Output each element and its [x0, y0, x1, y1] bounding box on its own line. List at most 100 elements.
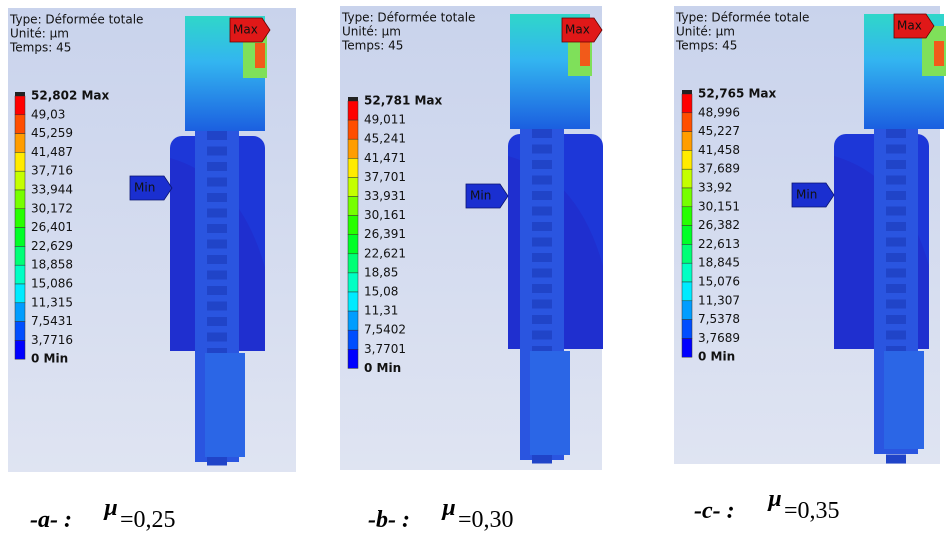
legend-band	[14, 133, 26, 153]
legend-label: 41,487	[31, 145, 73, 159]
legend-label: 26,382	[698, 218, 740, 232]
caption-label: -c- :	[694, 498, 735, 524]
caption-value: =0,35	[784, 498, 840, 524]
legend-band	[14, 302, 26, 322]
column-slot	[207, 456, 227, 466]
legend-label: 52,765 Max	[698, 87, 777, 101]
legend-label: 18,85	[364, 265, 398, 279]
legend-label: 37,689	[698, 162, 740, 176]
legend-band	[14, 264, 26, 285]
legend-band	[681, 319, 693, 339]
legend-label: 0 Min	[31, 352, 68, 366]
legend-band	[681, 244, 693, 264]
legend-label: 45,227	[698, 124, 740, 138]
legend-band	[347, 291, 359, 312]
max-tag-label: Max	[565, 23, 590, 37]
legend-max-cap	[348, 97, 358, 101]
min-tag-label: Min	[796, 188, 817, 202]
column-slot	[532, 175, 552, 185]
column-slot	[886, 454, 906, 464]
legend-band	[347, 158, 359, 178]
column-slot	[532, 299, 552, 309]
legend-label: 33,931	[364, 189, 406, 203]
legend-band	[347, 177, 359, 197]
caption-symbol: µ	[441, 495, 456, 521]
column-slot	[886, 191, 906, 200]
column-slot	[532, 237, 552, 247]
legend-band	[681, 112, 693, 132]
column-slot	[207, 177, 227, 187]
legend-label: 45,241	[364, 132, 406, 146]
result-info: Unité: µm	[10, 27, 69, 41]
arm-hot2	[934, 41, 944, 66]
legend-band	[681, 300, 693, 320]
column-slot	[886, 330, 906, 340]
column-slot	[207, 162, 227, 171]
column-slot	[886, 284, 906, 293]
column-slot	[207, 317, 227, 326]
legend-label: 11,31	[364, 304, 398, 318]
legend-band	[14, 208, 26, 228]
legend-label: 22,629	[31, 239, 73, 253]
legend-label: 18,858	[31, 258, 73, 272]
legend-band	[14, 95, 26, 116]
legend-label: 0 Min	[698, 350, 735, 364]
legend-band	[681, 168, 693, 189]
max-tag-label: Max	[897, 19, 922, 33]
result-info: Type: Déformée totale	[9, 13, 143, 27]
legend-label: 30,161	[364, 208, 406, 222]
result-info: Temps: 45	[9, 41, 71, 55]
column-slot	[207, 239, 227, 249]
column-lower	[530, 351, 570, 455]
column-slot	[532, 222, 552, 231]
column-slot	[532, 160, 552, 169]
column-slot	[886, 160, 906, 169]
legend-band	[681, 281, 693, 302]
legend-band	[681, 206, 693, 226]
legend-band	[347, 119, 359, 140]
legend-band	[347, 349, 359, 369]
column-slot	[532, 253, 552, 262]
legend-band	[14, 152, 26, 172]
column-slot	[886, 206, 906, 216]
column-slot	[532, 315, 552, 324]
caption-symbol: µ	[767, 486, 782, 512]
legend-label: 33,944	[31, 183, 73, 197]
column-slot	[886, 144, 906, 154]
column-slot	[207, 332, 227, 342]
legend-band	[14, 189, 26, 210]
column-slot	[886, 222, 906, 231]
legend-band	[347, 310, 359, 331]
max-tag	[893, 13, 935, 39]
legend-band	[347, 272, 359, 293]
legend-label: 7,5378	[698, 312, 740, 326]
column-slot	[886, 315, 906, 324]
column-slot	[207, 193, 227, 202]
legend-label: 52,781 Max	[364, 94, 443, 108]
column-slot	[886, 129, 906, 138]
legend-label: 7,5431	[31, 314, 73, 328]
caption-label: -a- :	[30, 507, 72, 533]
column-slot	[532, 454, 552, 464]
legend-label: 22,621	[364, 246, 406, 260]
min-tag-label: Min	[470, 189, 491, 203]
legend-band	[14, 114, 26, 134]
result-info: Type: Déformée totale	[675, 11, 809, 25]
legend-label: 3,7701	[364, 342, 406, 356]
legend-label: 45,259	[31, 126, 73, 140]
caption-symbol: µ	[103, 495, 118, 521]
legend-band	[681, 225, 693, 245]
legend-max-cap	[682, 90, 692, 94]
legend-label: 11,315	[31, 295, 73, 309]
legend-band	[681, 187, 693, 208]
legend-label: 7,5402	[364, 323, 406, 337]
column-slot	[886, 268, 906, 278]
legend-band	[14, 283, 26, 304]
column-slot	[886, 253, 906, 262]
legend-label: 0 Min	[364, 361, 401, 375]
legend-label: 41,471	[364, 151, 406, 165]
max-tag-label: Max	[233, 23, 258, 37]
max-tag	[229, 17, 271, 43]
legend-band	[14, 246, 26, 266]
